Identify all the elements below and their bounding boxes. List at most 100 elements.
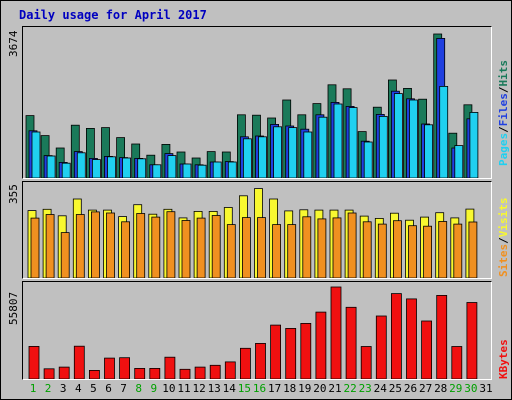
kbytes-bar — [164, 356, 176, 379]
sites-bar — [121, 221, 130, 278]
sites-bar — [438, 221, 448, 278]
kbytes-bar — [466, 302, 478, 379]
kbytes-bar — [43, 368, 55, 379]
x-tick-label: 27 — [418, 382, 433, 395]
pages-bar — [469, 112, 479, 178]
sites-bar — [45, 214, 55, 278]
kbytes-bar — [149, 368, 161, 379]
kbytes-bar — [345, 306, 357, 379]
kbytes-bar — [390, 293, 402, 379]
kbytes-bar — [255, 343, 266, 379]
x-tick-label: 12 — [192, 382, 206, 395]
pages-bar — [242, 138, 252, 178]
x-tick-label: 18 — [283, 382, 297, 395]
pages-bar — [227, 161, 237, 178]
pages-bar — [333, 103, 343, 178]
sites-bar — [362, 221, 372, 278]
sites-bar — [181, 220, 191, 278]
kbytes-bar — [58, 366, 70, 379]
x-tick-label: 22 — [343, 382, 357, 395]
top-legend: Pages/Files/Hits — [497, 60, 510, 166]
pages-bar — [182, 163, 192, 178]
pages-bar — [31, 131, 41, 178]
x-tick-label: 14 — [222, 382, 236, 395]
kbytes-bar — [89, 370, 100, 379]
kbytes-bar — [104, 357, 115, 379]
sites-bar — [287, 224, 297, 278]
kbytes-bar — [421, 320, 433, 379]
hits-files-pages-panel — [22, 26, 492, 179]
x-tick-label: 7 — [120, 382, 127, 395]
kbytes-bar — [330, 286, 342, 379]
kbytes-bar — [224, 361, 236, 379]
sites-bar — [226, 224, 236, 278]
legend-pages: Pages — [497, 132, 510, 166]
x-tick-label: 20 — [313, 382, 327, 395]
visits-sites-plot — [27, 188, 478, 278]
x-tick-label: 4 — [74, 382, 82, 395]
sites-bar — [408, 225, 417, 278]
x-tick-label: 3 — [59, 382, 67, 395]
kbytes-bar — [209, 364, 221, 379]
legend-separator: / — [497, 126, 510, 133]
legend-separator: / — [497, 237, 510, 244]
kbytes-bar — [436, 294, 448, 379]
sites-bar — [468, 221, 478, 278]
hits-bar — [86, 128, 95, 178]
hits-bar — [101, 127, 110, 178]
middle-legend: Sites/Visits — [497, 198, 510, 278]
kbytes-bar — [134, 368, 146, 379]
pages-bar — [76, 152, 86, 178]
pages-bar — [61, 162, 71, 178]
x-tick-label: 26 — [403, 382, 418, 395]
sites-bar — [392, 220, 402, 278]
pages-bar — [212, 161, 222, 178]
kbytes-panel — [22, 281, 492, 380]
kbytes-bar — [194, 366, 206, 379]
pages-bar — [107, 156, 116, 178]
sites-bar — [106, 212, 115, 278]
kbytes-bar — [406, 298, 417, 379]
legend-sites: Sites — [497, 243, 510, 277]
pages-bar — [303, 131, 313, 178]
x-tick-label: 23 — [358, 382, 372, 395]
x-tick-label: 17 — [267, 382, 282, 395]
middle-y-max-label: 355 — [7, 184, 20, 204]
sites-bar — [453, 223, 463, 278]
sites-bar — [151, 216, 161, 278]
pages-bar — [363, 141, 373, 178]
sites-bar — [30, 217, 40, 278]
top-y-max-label: 3674 — [7, 30, 20, 58]
kbytes-bar — [179, 368, 191, 379]
x-tick-label: 24 — [373, 382, 387, 395]
x-tick-label: 25 — [388, 382, 403, 395]
kbytes-bar — [451, 346, 463, 379]
kbytes-bar — [315, 311, 327, 379]
x-tick-label: 10 — [162, 382, 176, 395]
pages-bar — [454, 145, 464, 178]
kbytes-bar — [270, 324, 282, 379]
pages-bar — [424, 124, 434, 178]
x-tick-label: 21 — [328, 382, 342, 395]
kbytes-bar — [73, 345, 85, 379]
sites-bar — [272, 224, 282, 278]
kbytes-bar — [360, 346, 372, 379]
kbytes-bar — [285, 328, 297, 379]
kbytes-bar — [119, 357, 130, 379]
pages-bar — [393, 93, 403, 178]
sites-bar — [241, 217, 251, 278]
sites-bar — [257, 217, 266, 278]
sites-bar — [377, 223, 387, 278]
visits-sites-panel — [22, 181, 492, 279]
sites-bar — [302, 216, 312, 278]
pages-bar — [273, 126, 283, 178]
sites-bar — [166, 211, 176, 278]
x-tick-label: 11 — [177, 382, 191, 395]
sites-bar — [332, 217, 342, 278]
x-tick-label: 15 — [237, 382, 252, 395]
x-tick-label: 1 — [29, 382, 37, 395]
sites-bar — [136, 213, 146, 278]
legend-hits: Hits — [497, 60, 510, 87]
x-tick-label: 9 — [150, 382, 158, 395]
